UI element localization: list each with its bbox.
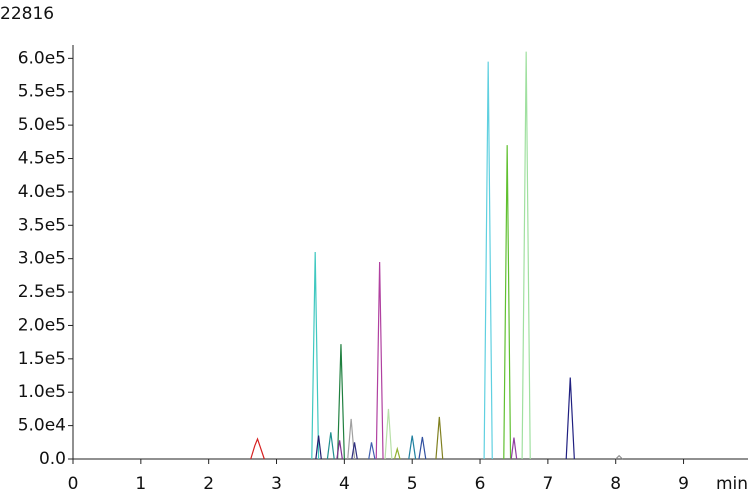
peak-line: [503, 145, 512, 460]
y-tick-label: 5.0e5: [18, 115, 66, 135]
x-tick-label: 0: [68, 474, 79, 493]
peak-line: [315, 435, 322, 460]
peak-line: [347, 418, 356, 460]
peak-line: [565, 377, 575, 460]
x-tick-label: 2: [203, 474, 214, 493]
peak-line: [375, 262, 384, 460]
y-tick-label: 1.5e5: [18, 349, 66, 369]
y-tick-label: 0.0: [39, 449, 66, 469]
y-tick-label: 5.5e5: [18, 82, 66, 102]
x-tick-label: 9: [678, 474, 689, 493]
peak-line: [393, 446, 401, 460]
x-tick-label: 4: [339, 474, 350, 493]
peak-line: [510, 437, 518, 460]
x-tick-label: 7: [542, 474, 553, 493]
x-axis-label: min: [716, 474, 748, 493]
x-tick-label: 5: [407, 474, 418, 493]
y-tick-label: 4.0e5: [18, 182, 66, 202]
peak-line: [336, 440, 343, 460]
peak-line: [336, 344, 345, 460]
peak-line: [384, 408, 393, 460]
x-tick-label: 8: [610, 474, 621, 493]
peak-line: [408, 435, 417, 460]
y-tick-label: 1.0e5: [18, 382, 66, 402]
peak-line: [326, 432, 335, 460]
peak-line: [615, 454, 623, 460]
y-tick-label: 2.5e5: [18, 282, 66, 302]
y-tick-label: 3.0e5: [18, 249, 66, 269]
y-tick-label: 5.0e4: [18, 416, 66, 436]
peak-line: [435, 416, 444, 460]
peak-line: [483, 61, 493, 460]
peak-line: [521, 51, 531, 460]
peak-line: [311, 251, 320, 460]
peak-line: [418, 436, 427, 460]
x-tick-label: 1: [135, 474, 146, 493]
peak-line: [250, 437, 265, 460]
y-tick-label: 4.5e5: [18, 149, 66, 169]
y-tick-label: 2.0e5: [18, 315, 66, 335]
x-tick-label: 6: [475, 474, 486, 493]
chart-title: 22816: [0, 4, 54, 24]
x-tick-label: 3: [271, 474, 282, 493]
peak-line: [351, 442, 358, 460]
y-tick-label: 6.0e5: [18, 48, 66, 68]
peak-line: [368, 442, 376, 460]
y-tick-label: 3.5e5: [18, 215, 66, 235]
